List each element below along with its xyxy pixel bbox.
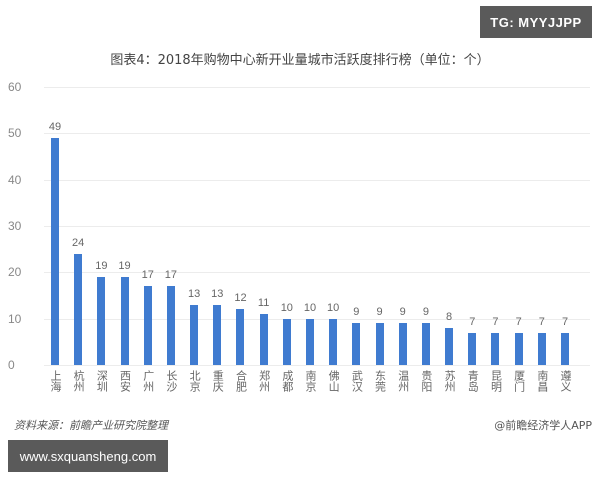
bar-value-label: 9: [422, 306, 429, 319]
bar: [514, 332, 523, 365]
x-category-label: 厦门: [512, 370, 526, 392]
x-category-label: 温州: [396, 370, 410, 392]
bar: [561, 332, 569, 365]
x-category-label: 成都: [280, 370, 294, 392]
gridline: [44, 365, 590, 366]
bar: [306, 318, 314, 365]
bar-value-label: 9: [399, 306, 406, 319]
bar-value-label: 9: [353, 306, 360, 319]
x-category-label: 遵义: [559, 370, 572, 392]
y-tick-label: 40: [8, 172, 22, 187]
x-category-label: 武汉: [350, 370, 364, 392]
gridline: [44, 133, 590, 135]
y-tick-label: 10: [8, 311, 22, 326]
y-tick-label: 30: [8, 219, 22, 233]
bar-value-label: 7: [515, 315, 522, 328]
bar: [468, 332, 477, 365]
bar: [143, 286, 152, 365]
bar: [190, 304, 199, 365]
bar: [329, 318, 338, 365]
bar-value-label: 13: [187, 287, 201, 300]
x-category-label: 西安: [118, 370, 132, 392]
bar: [421, 323, 430, 365]
bar: [97, 276, 106, 365]
bar-value-label: 10: [303, 301, 317, 314]
x-category-label: 广州: [141, 370, 155, 392]
bar: [120, 276, 129, 365]
credit-note: @前瞻经济学人APP: [494, 419, 592, 432]
x-category-label: 上海: [49, 370, 62, 392]
x-category-label: 苏州: [443, 370, 457, 392]
bar-value-label: 19: [118, 259, 131, 272]
bar-value-label: 13: [211, 287, 224, 300]
source-note: 资料来源：前瞻产业研究院整理: [14, 419, 168, 432]
bar: [375, 323, 384, 365]
gridline: [44, 318, 590, 320]
y-tick-label: 50: [8, 126, 22, 141]
x-category-label: 东莞: [373, 370, 387, 392]
x-category-label: 长沙: [164, 370, 178, 392]
bar-value-label: 17: [141, 269, 154, 282]
bar: [352, 323, 361, 365]
bar-value-label: 49: [48, 120, 62, 133]
bar: [491, 332, 500, 365]
bar-value-label: 12: [234, 292, 247, 305]
y-tick-label: 60: [8, 80, 22, 94]
x-category-label: 青岛: [466, 370, 480, 392]
bar-value-label: 7: [469, 315, 476, 328]
bar: [259, 314, 268, 365]
gridline: [44, 179, 590, 181]
bar-value-label: 19: [95, 259, 108, 272]
x-category-label: 南京: [304, 370, 317, 392]
x-category-label: 深圳: [95, 370, 109, 392]
bar-value-label: 8: [446, 310, 453, 323]
x-category-label: 贵阳: [419, 370, 433, 392]
bar-value-label: 24: [72, 236, 85, 249]
bar: [282, 318, 291, 365]
bar-value-label: 7: [561, 315, 569, 328]
gridline: [44, 87, 590, 88]
bar-value-label: 10: [327, 301, 340, 314]
y-tick-label: 20: [8, 265, 22, 280]
x-category-label: 合肥: [234, 370, 248, 392]
watermark-badge-top: TG: MYYJJPP: [480, 6, 592, 38]
bar: [51, 137, 59, 365]
x-category-label: 南昌: [535, 370, 549, 392]
x-category-label: 杭州: [72, 370, 86, 392]
y-tick-label: 0: [8, 358, 15, 372]
bar: [166, 286, 175, 365]
x-category-label: 重庆: [211, 370, 225, 392]
bar: [398, 323, 407, 365]
x-category-label: 北京: [188, 370, 202, 392]
chart-title: 图表4：2018年购物中心新开业量城市活跃度排行榜（单位：个）: [110, 53, 490, 68]
bar: [74, 253, 83, 365]
gridline: [44, 272, 590, 274]
bar-value-label: 10: [280, 301, 293, 314]
bar-value-label: 17: [164, 269, 178, 282]
x-category-label: 昆明: [489, 370, 503, 392]
bar: [537, 332, 546, 365]
bar-value-label: 11: [257, 297, 270, 310]
x-category-label: 郑州: [257, 370, 271, 392]
watermark-badge-bottom: www.sxquansheng.com: [8, 440, 168, 472]
bar: [445, 327, 454, 365]
gridline: [44, 226, 590, 227]
bar: [213, 304, 222, 365]
bar-value-label: 7: [538, 315, 545, 328]
bar: [236, 309, 245, 365]
bar-value-label: 7: [492, 315, 499, 328]
bar-value-label: 9: [376, 306, 383, 319]
x-category-label: 佛山: [327, 370, 341, 392]
